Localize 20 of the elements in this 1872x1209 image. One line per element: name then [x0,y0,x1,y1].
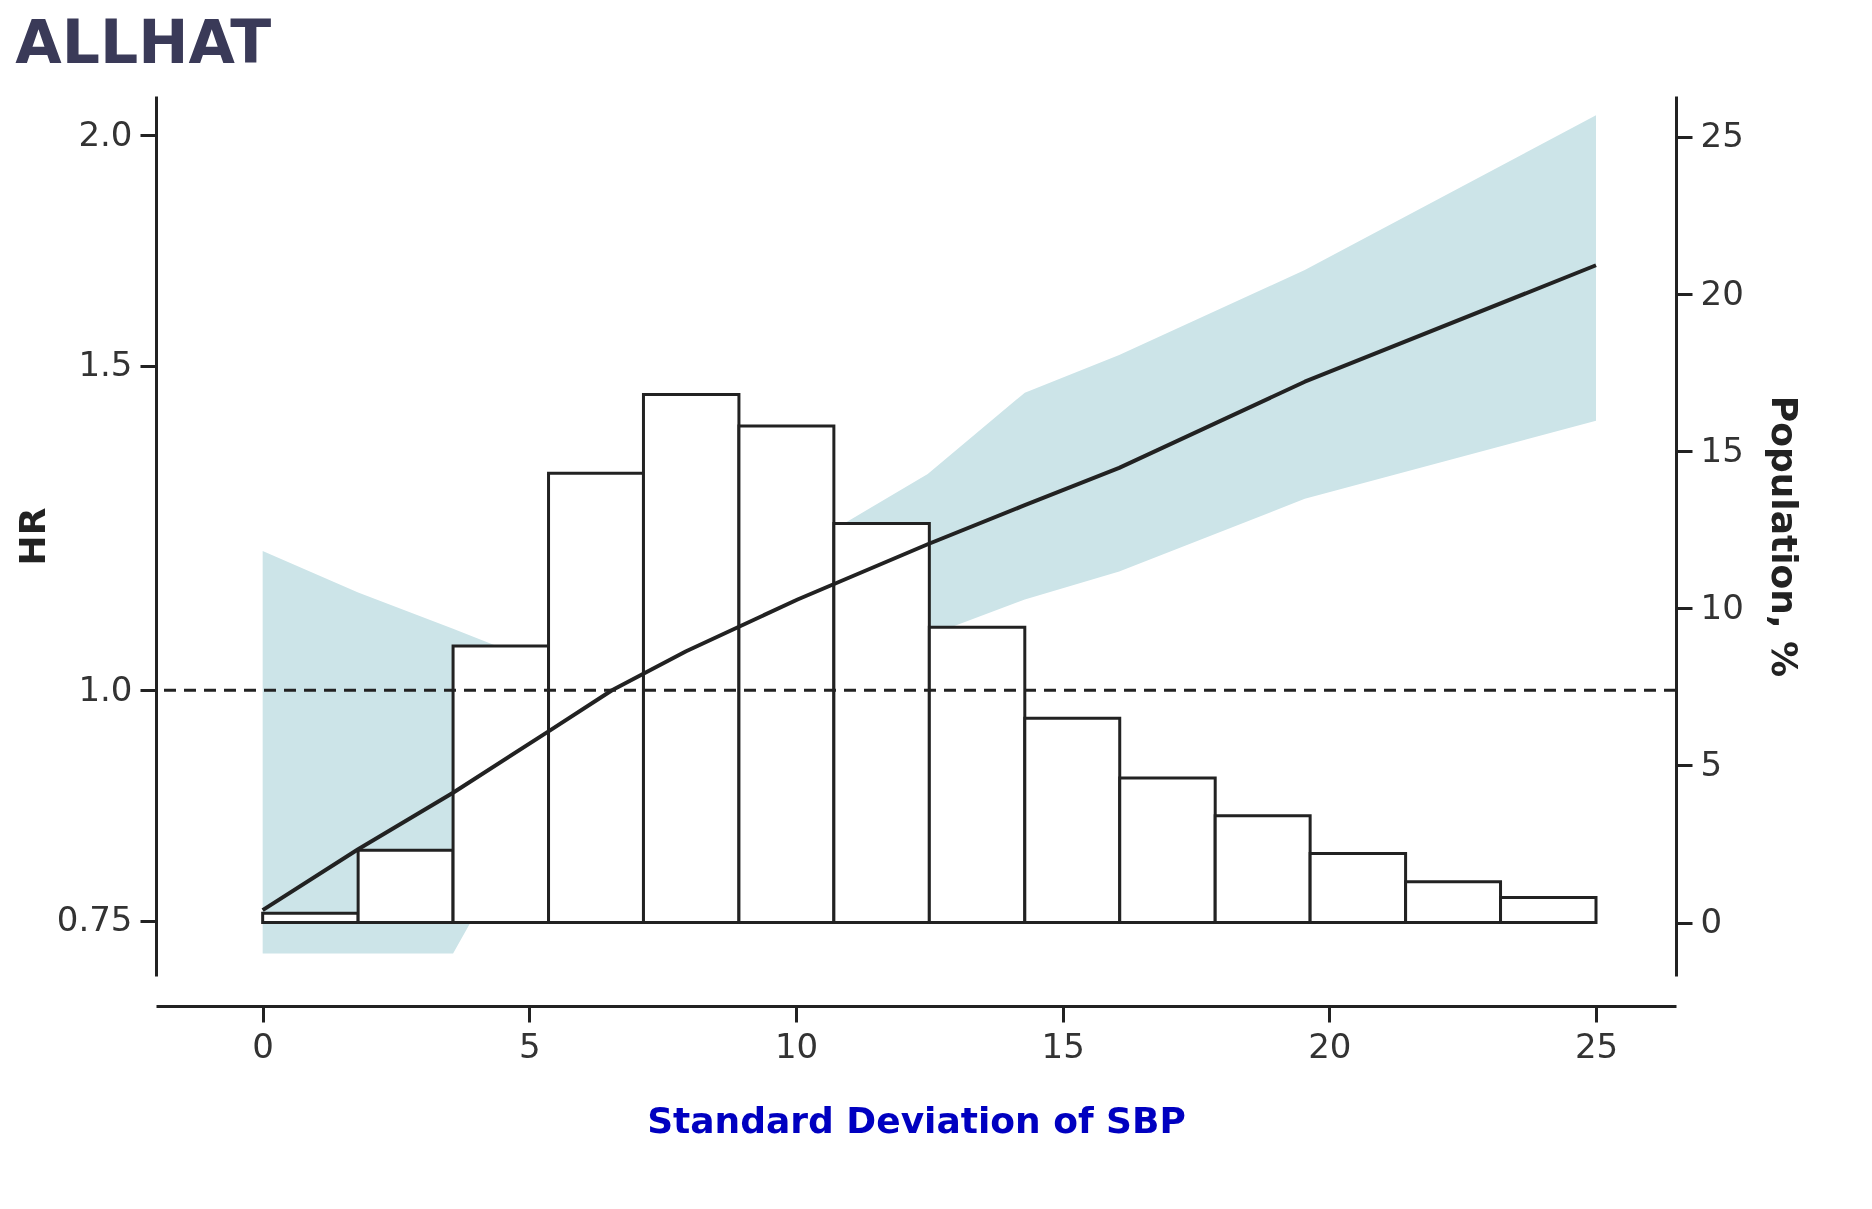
x-tick-label: 20 [1308,1025,1352,1066]
y-tick-label: 1.5 [78,344,133,385]
y2-tick-label: 20 [1700,272,1744,313]
chart-title: ALLHAT [15,7,272,77]
x-tick-label: 5 [519,1025,541,1066]
y2-axis-title: Population, % [1763,395,1805,678]
x-tick-label: 0 [252,1025,274,1066]
y-tick-label: 0.75 [56,899,133,940]
y-tick-label: 2.0 [78,113,133,154]
y2-tick-label: 15 [1700,429,1744,470]
y2-tick-label: 10 [1700,586,1744,627]
y-axis-title: HR [11,507,53,566]
x-tick-label: 10 [774,1025,819,1066]
x-axis-title: Standard Deviation of SBP [647,1099,1186,1141]
x-tick-label: 25 [1574,1025,1619,1066]
y2-tick-label: 0 [1700,901,1723,942]
y-tick-label: 1.0 [78,668,133,709]
x-tick-label: 15 [1041,1025,1085,1066]
y2-tick-label: 5 [1700,743,1723,784]
y2-tick-label: 25 [1700,115,1744,156]
